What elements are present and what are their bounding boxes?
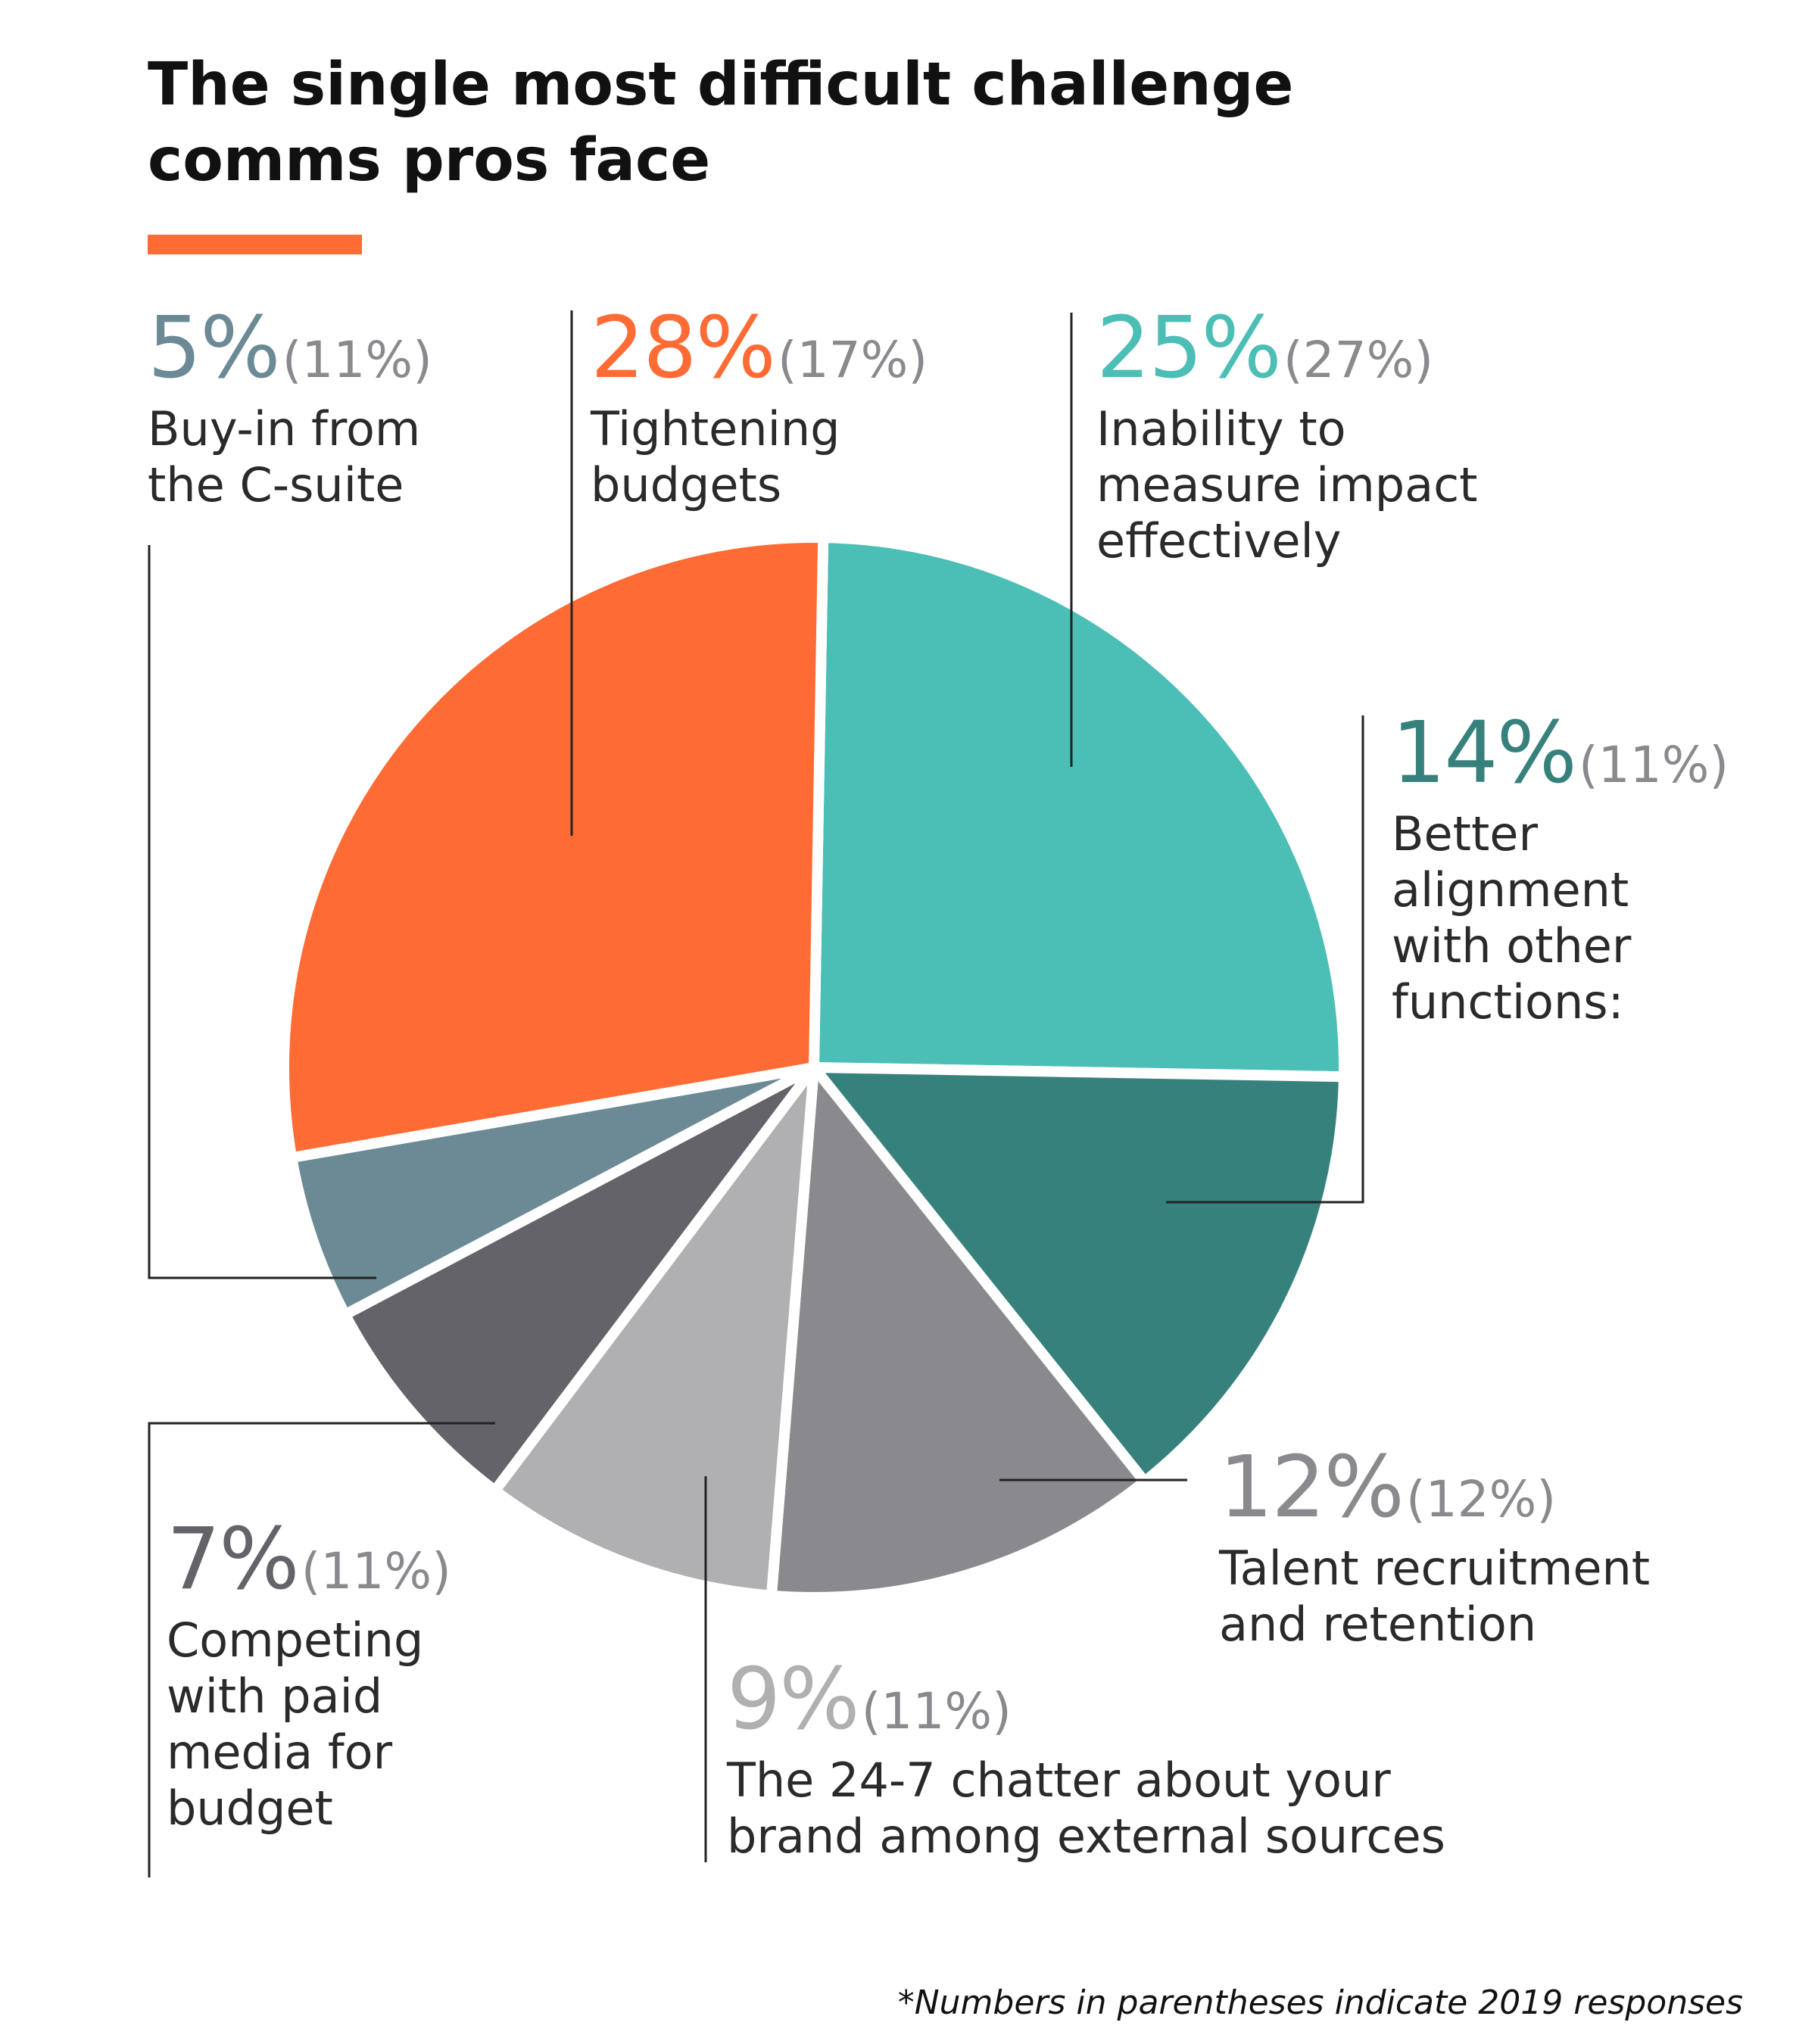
talent-percent: 12%: [1219, 1438, 1405, 1537]
tightening-percent: 28%: [591, 299, 776, 397]
buyin-previous: (11%): [282, 331, 432, 389]
label-alignment: 14%(11%) Better alignment with other fun…: [1392, 708, 1729, 1030]
talent-description: Talent recruitment and retention: [1219, 1541, 1651, 1652]
leader-line-buyin: [148, 545, 376, 1279]
talent-previous: (12%): [1405, 1470, 1557, 1528]
label-chatter: 9%(11%) The 24-7 chatter about your bran…: [727, 1654, 1445, 1865]
chatter-percent: 9%: [727, 1650, 860, 1749]
pie-slice-3: [765, 1062, 1150, 1603]
leader-lines: [148, 310, 1364, 1877]
pie-slice-7: [279, 532, 829, 1164]
pie-slice-2: [809, 1062, 1349, 1488]
pie-slice-4: [489, 1062, 819, 1601]
pie-slices: [279, 532, 1349, 1603]
label-measure: 25%(27%) Inability to measure impact eff…: [1096, 303, 1477, 569]
pie-slice-1: [809, 532, 1349, 1083]
leader-line-paid: [148, 1422, 495, 1877]
tightening-description: Tightening budgets: [591, 401, 840, 513]
label-tightening: 28%(17%) Tightening budgets: [591, 303, 928, 513]
label-paid-media: 7%(11%) Competing with paid media for bu…: [167, 1514, 451, 1837]
label-buyin: 5%(11%) Buy-in from the C-suite: [148, 303, 432, 513]
measure-previous: (27%): [1283, 331, 1434, 389]
buyin-description: Buy-in from the C-suite: [148, 401, 421, 513]
leader-line-alignment: [1166, 715, 1364, 1204]
alignment-previous: (11%): [1578, 736, 1729, 794]
pie-slice-6: [286, 1062, 819, 1320]
title-underline: [148, 235, 362, 254]
alignment-percent: 14%: [1392, 704, 1577, 802]
chatter-description: The 24-7 chatter about your brand among …: [727, 1753, 1445, 1864]
pie-slice-5: [339, 1062, 819, 1496]
chatter-previous: (11%): [861, 1682, 1012, 1740]
measure-description: Inability to measure impact effectively: [1096, 401, 1478, 569]
paid-media-description: Competing with paid media for budget: [167, 1612, 424, 1836]
measure-percent: 25%: [1096, 299, 1282, 397]
buyin-percent: 5%: [148, 299, 281, 397]
paid-media-percent: 7%: [167, 1510, 300, 1609]
chart-title: The single most difficult challenge comm…: [148, 51, 1294, 195]
paid-media-previous: (11%): [301, 1542, 451, 1600]
tightening-previous: (17%): [777, 331, 928, 389]
label-talent: 12%(12%) Talent recruitment and retentio…: [1219, 1442, 1650, 1653]
footnote: *Numbers in parentheses indicate 2019 re…: [897, 1983, 1743, 2022]
alignment-description: Better alignment with other functions:: [1392, 806, 1632, 1030]
